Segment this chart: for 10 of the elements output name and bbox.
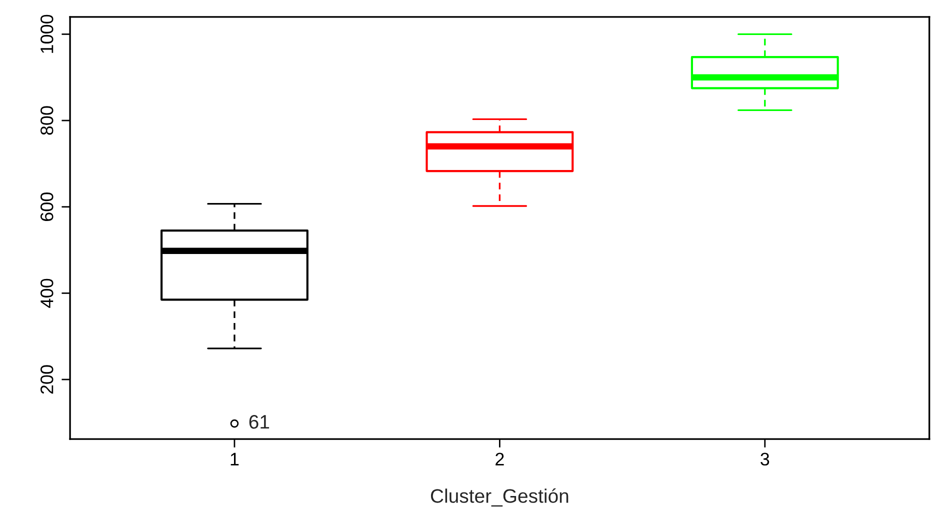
y-tick-label: 600 [40, 192, 54, 221]
x-axis-title: Cluster_Gestión [430, 488, 568, 507]
y-tick-label: 800 [40, 106, 54, 135]
annotation: 61 [249, 414, 270, 429]
x-tick-label: 3 [760, 452, 770, 466]
y-tick-label: 1000 [40, 14, 54, 53]
x-tick-label: 1 [230, 452, 239, 466]
x-tick-label: 2 [496, 452, 504, 466]
y-tick-label: 400 [40, 278, 54, 308]
y-tick-label: 200 [40, 365, 54, 394]
